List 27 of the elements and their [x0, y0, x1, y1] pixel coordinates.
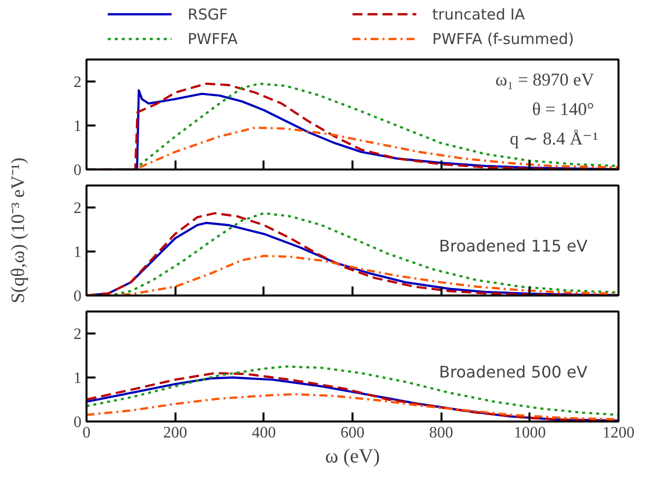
x-axis-title: ω (eV) [325, 446, 380, 468]
y-tick-label: 1 [74, 118, 82, 135]
legend-label: RSGF [188, 5, 228, 24]
legend-label: truncated IA [432, 5, 526, 24]
legend-label: PWFFA [188, 30, 238, 48]
line-series [86, 365, 618, 416]
x-tick-label: 200 [163, 424, 188, 442]
x-tick-label: 400 [252, 424, 276, 442]
y-tick-label: 0 [74, 414, 82, 431]
annotation: ω₁ = 8970 eV [495, 69, 594, 90]
x-tick-label: 800 [429, 424, 454, 442]
y-tick-label: 1 [74, 244, 82, 261]
legend-label: PWFFA (f-summed) [432, 30, 574, 48]
annotation: θ = 140° [532, 99, 594, 119]
y-tick-label: 1 [74, 370, 82, 387]
x-tick-label: 1200 [602, 424, 634, 442]
y-axis-title: S(qθ,ω) (10⁻³ eV⁻¹) [8, 158, 29, 304]
annotation: q ∼ 8.4 Å⁻¹ [510, 128, 598, 149]
y-tick-label: 2 [74, 200, 82, 217]
y-tick-label: 2 [74, 74, 82, 91]
y-tick-label: 0 [74, 162, 82, 179]
y-tick-label: 2 [74, 326, 82, 343]
annotation: Broadened 500 eV [439, 362, 588, 382]
annotation: Broadened 115 eV [439, 236, 588, 256]
x-tick-label: 600 [340, 424, 364, 442]
y-tick-label: 0 [74, 288, 82, 305]
x-tick-label: 1000 [514, 424, 546, 442]
